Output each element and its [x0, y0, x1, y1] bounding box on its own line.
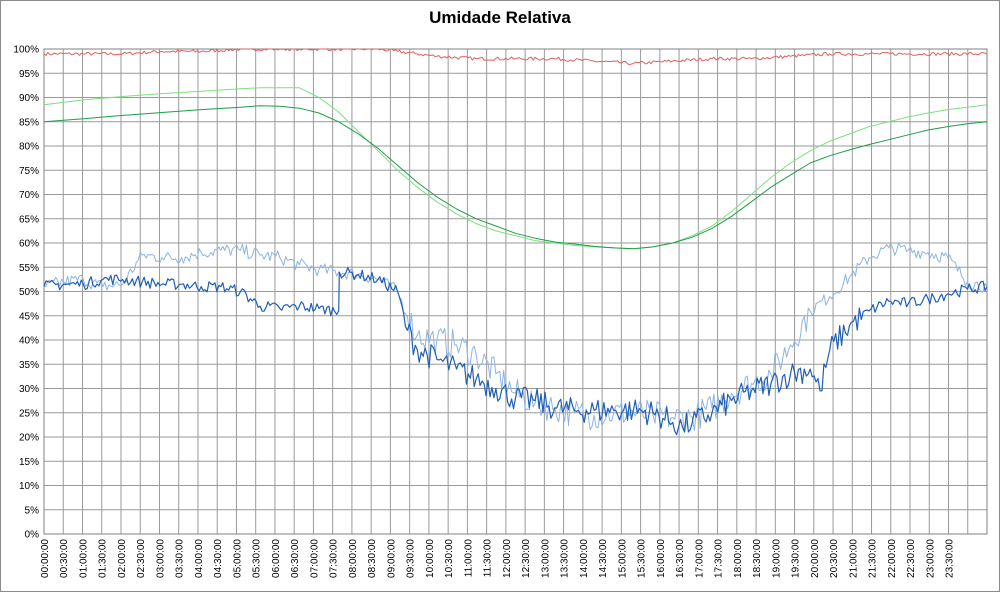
x-tick-label: 15:30:00	[637, 539, 648, 578]
series-line-1	[43, 48, 988, 66]
x-tick-label: 23:00:00	[925, 539, 936, 578]
x-tick-label: 02:00:00	[117, 539, 128, 578]
x-tick-label: 05:30:00	[252, 539, 263, 578]
x-tick-label: 09:30:00	[406, 539, 417, 578]
y-tick-label: 55%	[19, 263, 39, 274]
chart-title: Umidade Relativa	[429, 8, 571, 27]
x-tick-label: 14:30:00	[598, 539, 609, 578]
x-tick-label: 11:30:00	[483, 539, 494, 578]
y-tick-label: 35%	[19, 360, 39, 371]
x-tick-label: 16:30:00	[675, 539, 686, 578]
y-tick-label: 85%	[19, 117, 39, 128]
x-tick-label: 06:30:00	[290, 539, 301, 578]
y-tick-label: 65%	[19, 214, 39, 225]
x-tick-label: 13:00:00	[540, 539, 551, 578]
x-tick-label: 03:00:00	[155, 539, 166, 578]
x-tick-label: 08:30:00	[367, 539, 378, 578]
x-tick-label: 03:30:00	[175, 539, 186, 578]
x-tick-label: 10:00:00	[425, 539, 436, 578]
y-tick-label: 5%	[25, 505, 40, 516]
y-tick-label: 75%	[19, 166, 39, 177]
x-tick-label: 04:00:00	[194, 539, 205, 578]
y-tick-label: 40%	[19, 336, 39, 347]
x-tick-label: 17:30:00	[714, 539, 725, 578]
x-tick-label: 02:30:00	[136, 539, 147, 578]
x-tick-label: 00:30:00	[59, 539, 70, 578]
y-tick-label: 100%	[13, 45, 39, 56]
y-axis-ticks: 0% 5% 10% 15% 20% 25% 30% 35% 40% 45% 50% 55% 60% 65%…	[13, 45, 39, 541]
y-tick-label: 25%	[19, 408, 39, 419]
y-tick-label: 30%	[19, 384, 39, 395]
x-tick-label: 01:30:00	[98, 539, 109, 578]
x-tick-label: 22:00:00	[887, 539, 898, 578]
x-axis-ticks: 00:00:00 00:30:00 01:00:00 01:30:00 02:00:00…	[40, 539, 956, 578]
x-tick-label: 07:00:00	[309, 539, 320, 578]
x-tick-label: 18:00:00	[733, 539, 744, 578]
x-tick-label: 23:30:00	[945, 539, 956, 578]
x-tick-label: 07:30:00	[329, 539, 340, 578]
x-tick-label: 11:00:00	[463, 539, 474, 578]
y-tick-label: 95%	[19, 69, 39, 80]
x-tick-label: 05:00:00	[232, 539, 243, 578]
x-tick-label: 20:30:00	[829, 539, 840, 578]
y-tick-label: 20%	[19, 433, 39, 444]
y-tick-label: 80%	[19, 142, 39, 153]
x-tick-label: 20:00:00	[810, 539, 821, 578]
x-tick-label: 12:00:00	[502, 539, 513, 578]
y-tick-label: 10%	[19, 481, 39, 492]
x-tick-label: 09:00:00	[386, 539, 397, 578]
y-tick-label: 60%	[19, 239, 39, 250]
y-tick-label: 50%	[19, 287, 39, 298]
y-tick-label: 90%	[19, 93, 39, 104]
x-tick-label: 21:30:00	[868, 539, 879, 578]
x-tick-label: 04:30:00	[213, 539, 224, 578]
series-line-3	[43, 105, 988, 250]
x-tick-label: 15:00:00	[617, 539, 628, 578]
y-tick-label: 45%	[19, 311, 39, 322]
x-tick-label: 01:00:00	[78, 539, 89, 578]
x-tick-label: 22:30:00	[906, 539, 917, 578]
series-line-2	[43, 87, 988, 250]
x-tick-label: 21:00:00	[848, 539, 859, 578]
x-tick-label: 00:00:00	[40, 539, 51, 578]
series-line-5	[43, 266, 988, 436]
x-tick-label: 19:30:00	[791, 539, 802, 578]
y-tick-label: 70%	[19, 190, 39, 201]
x-tick-label: 16:00:00	[656, 539, 667, 578]
x-tick-label: 17:00:00	[694, 539, 705, 578]
y-tick-label: 0%	[25, 530, 40, 541]
x-tick-label: 18:30:00	[752, 539, 763, 578]
x-tick-label: 08:00:00	[348, 539, 359, 578]
x-tick-label: 19:00:00	[771, 539, 782, 578]
x-tick-label: 12:30:00	[521, 539, 532, 578]
x-tick-label: 14:00:00	[579, 539, 590, 578]
x-tick-label: 13:30:00	[560, 539, 571, 578]
x-tick-label: 06:00:00	[271, 539, 282, 578]
plot-area-border	[43, 48, 988, 535]
grid	[43, 48, 988, 535]
y-tick-label: 15%	[19, 457, 39, 468]
series-lines	[43, 48, 988, 436]
series-line-4	[43, 242, 988, 433]
x-tick-label: 10:30:00	[444, 539, 455, 578]
